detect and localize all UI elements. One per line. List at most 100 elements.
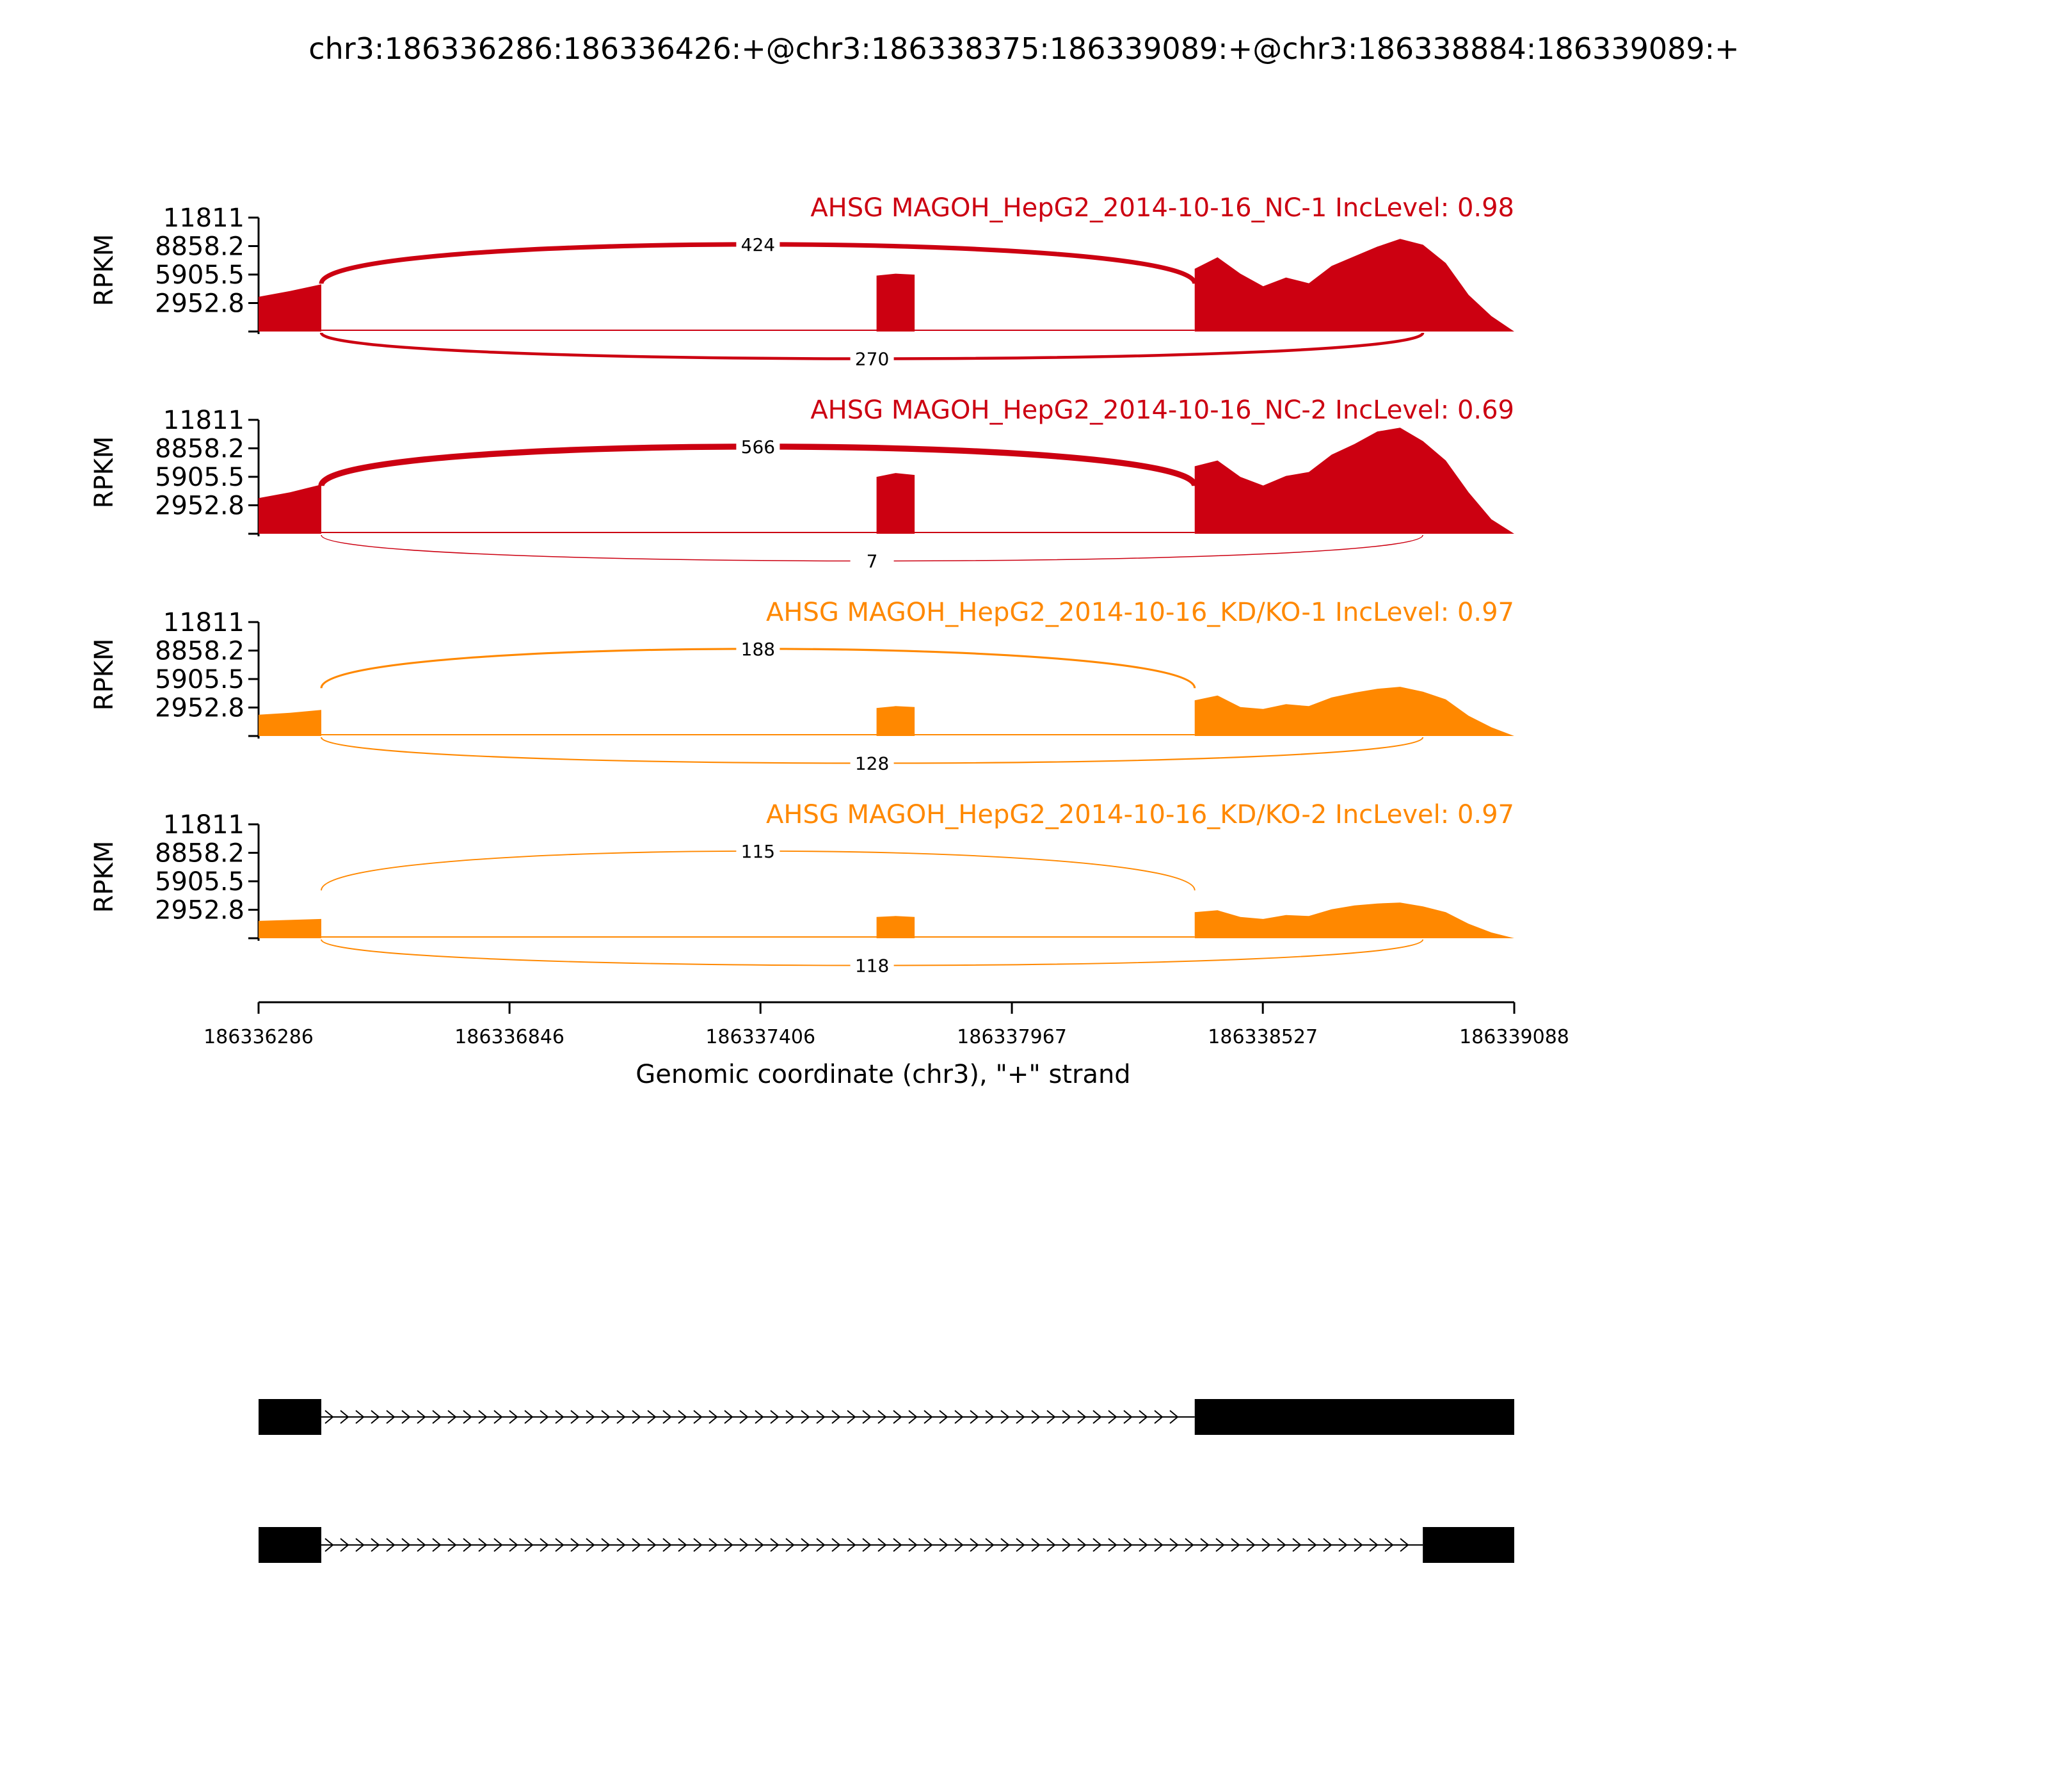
strand-arrow — [1108, 1410, 1117, 1424]
strand-arrow — [970, 1538, 979, 1552]
isoform-2 — [259, 1527, 1514, 1563]
strand-arrow — [1354, 1538, 1363, 1552]
coverage-downstream-exon — [1194, 687, 1514, 736]
strand-arrow — [340, 1538, 349, 1552]
strand-arrow — [432, 1538, 442, 1552]
strand-arrow — [662, 1538, 672, 1552]
strand-arrow — [540, 1538, 549, 1552]
strand-arrow — [939, 1538, 948, 1552]
strand-arrow — [678, 1410, 687, 1424]
strand-arrow — [862, 1538, 872, 1552]
strand-arrow — [463, 1538, 472, 1552]
strand-arrow — [1308, 1538, 1317, 1552]
x-tick-label: 186338527 — [1208, 1026, 1318, 1048]
strand-arrow — [417, 1538, 426, 1552]
strand-arrow — [985, 1410, 995, 1424]
coverage-skipped-exon — [876, 273, 915, 332]
strand-arrow — [1077, 1538, 1087, 1552]
strand-arrow — [924, 1538, 933, 1552]
x-tick-label: 186337406 — [705, 1026, 815, 1048]
strand-arrow — [616, 1410, 626, 1424]
y-tick-label: 11811 — [163, 406, 244, 435]
strand-arrow — [1323, 1538, 1332, 1552]
strand-arrow — [371, 1410, 380, 1424]
x-tick-label: 186336286 — [204, 1026, 314, 1048]
x-axis: 186336286 186336846 186337406 186337967 1863… — [204, 1001, 1569, 1048]
y-axis-label: RPKM — [90, 639, 119, 711]
coverage-upstream-exon — [259, 918, 322, 938]
strand-arrow — [1200, 1538, 1210, 1552]
strand-arrow — [893, 1538, 902, 1552]
strand-arrow — [647, 1410, 657, 1424]
strand-arrow — [1400, 1538, 1409, 1552]
strand-arrow — [340, 1410, 349, 1424]
strand-arrow — [1016, 1410, 1025, 1424]
junction-label-bg — [850, 954, 894, 977]
strand-arrow — [1031, 1538, 1041, 1552]
strand-arrow — [1338, 1538, 1348, 1552]
strand-arrow — [908, 1538, 918, 1552]
strand-arrow — [586, 1410, 595, 1424]
strand-arrow — [847, 1410, 856, 1424]
y-tick-label: 2952.8 — [155, 693, 244, 723]
strand-arrow — [954, 1538, 964, 1552]
strand-arrow — [662, 1410, 672, 1424]
junction-label: 270 — [855, 349, 889, 370]
y-axis-label: RPKM — [90, 234, 119, 307]
junction-label: 7 — [867, 551, 878, 572]
strand-arrow — [693, 1538, 703, 1552]
strand-arrow — [540, 1410, 549, 1424]
x-axis-label: Genomic coordinate (chr3), "+" strand — [636, 1060, 1130, 1089]
strand-arrow — [739, 1410, 749, 1424]
strand-arrow — [831, 1410, 841, 1424]
strand-arrow — [1169, 1538, 1179, 1552]
y-tick-label: 5905.5 — [155, 463, 244, 492]
strand-arrow — [478, 1538, 488, 1552]
y-tick-label: 2952.8 — [155, 895, 244, 925]
strand-arrow — [447, 1410, 457, 1424]
strand-arrow — [847, 1538, 856, 1552]
strand-arrow — [1231, 1538, 1240, 1552]
coverage-upstream-exon — [259, 284, 322, 332]
figure-title: chr3:186336286:186336426:+@chr3:18633837… — [308, 31, 1739, 66]
strand-arrow — [1261, 1538, 1271, 1552]
coverage-downstream-exon — [1194, 428, 1514, 534]
junction-label-bg — [850, 347, 894, 371]
strand-arrow — [678, 1538, 687, 1552]
strand-arrow — [831, 1538, 841, 1552]
strand-arrow — [1292, 1538, 1302, 1552]
strand-arrow — [493, 1410, 503, 1424]
strand-arrow — [570, 1410, 580, 1424]
track-title: AHSG MAGOH_HepG2_2014-10-16_KD/KO-1 IncL… — [766, 598, 1514, 627]
strand-arrow — [401, 1410, 411, 1424]
strand-arrow — [1215, 1538, 1225, 1552]
strand-arrow — [1139, 1538, 1148, 1552]
strand-arrow — [1092, 1538, 1102, 1552]
y-axis-label: RPKM — [90, 436, 119, 509]
isoform-1 — [259, 1399, 1514, 1435]
track-title: AHSG MAGOH_HepG2_2014-10-16_NC-2 IncLeve… — [810, 396, 1514, 425]
strand-arrow — [1077, 1410, 1087, 1424]
y-tick-label: 5905.5 — [155, 665, 244, 694]
junction-label-bg — [736, 232, 780, 256]
strand-arrow — [908, 1410, 918, 1424]
strand-arrow — [985, 1538, 995, 1552]
strand-arrow — [739, 1538, 749, 1552]
strand-arrow — [555, 1410, 564, 1424]
strand-arrow — [1154, 1410, 1164, 1424]
strand-arrow — [1169, 1410, 1179, 1424]
exon-block — [1194, 1399, 1514, 1435]
junction-label: 566 — [741, 436, 775, 458]
strand-arrow — [708, 1410, 718, 1424]
strand-arrow — [463, 1410, 472, 1424]
strand-arrow — [586, 1538, 595, 1552]
strand-arrow — [1123, 1410, 1133, 1424]
coverage-downstream-exon — [1194, 902, 1514, 938]
strand-arrow — [647, 1538, 657, 1552]
isoform-models — [259, 1399, 1514, 1563]
strand-arrow — [877, 1538, 887, 1552]
strand-arrow — [1246, 1538, 1256, 1552]
